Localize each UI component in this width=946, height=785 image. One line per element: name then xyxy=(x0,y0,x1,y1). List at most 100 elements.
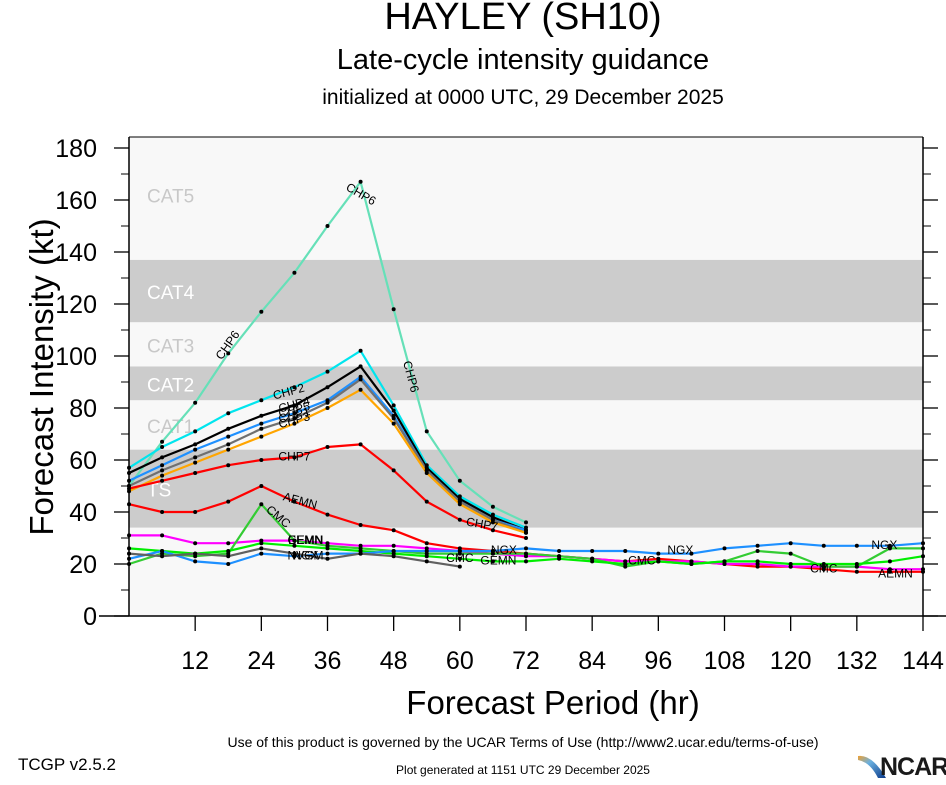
band-label-cat4: CAT4 xyxy=(147,283,195,304)
data-point-chp7 xyxy=(160,478,165,483)
x-tick-label: 132 xyxy=(836,647,878,675)
data-point-gemn xyxy=(457,556,462,561)
data-point-chp3 xyxy=(325,406,330,410)
data-point-aemn xyxy=(391,528,396,533)
chart-subtitle: Late-cycle intensity guidance xyxy=(336,44,710,76)
band-label-cat5: CAT5 xyxy=(147,187,194,208)
data-point-chp6 xyxy=(292,270,297,275)
data-point-gemn xyxy=(821,562,826,566)
data-point-chp3 xyxy=(193,460,198,465)
band-cat5 xyxy=(129,137,923,260)
band-ts xyxy=(129,449,923,528)
y-tick-label: 0 xyxy=(83,603,97,631)
series-label-eemn: EEMN xyxy=(288,533,323,547)
data-point-aemn xyxy=(226,499,231,504)
data-point-chp1 xyxy=(292,416,297,421)
data-point-chp7 xyxy=(259,458,264,462)
data-point-chp5 xyxy=(226,434,231,439)
data-point-chp1 xyxy=(259,426,264,431)
data-point-chp7 xyxy=(226,463,231,468)
x-tick-label: 84 xyxy=(578,647,606,675)
data-point-chp6 xyxy=(391,307,396,312)
data-point-gemn xyxy=(292,543,297,548)
data-point-nvgm xyxy=(259,546,264,551)
data-point-gemn xyxy=(887,559,892,564)
data-point-chp1 xyxy=(226,442,231,447)
y-tick-label: 160 xyxy=(55,187,97,215)
axes: 0 20 40 60 80 100 120 140 160 180 12 24 36 48 60 72 84 96… xyxy=(55,135,946,675)
y-tick-label: 180 xyxy=(55,135,97,163)
data-point-chp7 xyxy=(524,536,528,540)
data-point-chp3 xyxy=(424,471,429,475)
chart-init-time: initialized at 0000 UTC, 29 December 202… xyxy=(322,86,724,109)
data-point-gemn xyxy=(490,559,495,564)
series-label-ngx: NGX xyxy=(667,543,693,557)
y-axis-label: Forecast Intensity (kt) xyxy=(23,218,60,536)
data-point-aemn xyxy=(292,499,297,504)
x-tick-label: 108 xyxy=(704,647,746,675)
data-point-chp4 xyxy=(160,455,165,460)
data-point-gemn xyxy=(226,549,231,553)
band-label-cat1: CAT1 xyxy=(147,417,194,438)
data-point-gemn xyxy=(623,562,628,566)
data-point-gemn xyxy=(689,562,694,566)
data-point-chp6 xyxy=(193,400,198,405)
data-point-gemn xyxy=(424,554,429,559)
data-point-ngx xyxy=(854,543,859,548)
x-tick-label: 96 xyxy=(644,647,672,675)
data-point-gemn xyxy=(259,541,264,546)
band-cat3 xyxy=(129,322,923,367)
band-label-ts: TS xyxy=(147,481,171,502)
data-point-chp2 xyxy=(193,429,198,434)
x-tick-label: 72 xyxy=(512,647,540,675)
series-label-nvgm: NVGM xyxy=(287,548,323,562)
data-point-aemn xyxy=(325,512,330,517)
data-point-aemn xyxy=(854,569,859,574)
version-label: TCGP v2.5.2 xyxy=(18,755,116,774)
data-point-gemn xyxy=(788,562,793,566)
y-tick-label: 140 xyxy=(55,239,97,267)
data-point-nvgm xyxy=(325,556,330,561)
data-point-chp6 xyxy=(160,439,165,444)
data-point-chp3 xyxy=(457,502,462,507)
data-point-chp1 xyxy=(193,455,198,460)
data-point-chp7 xyxy=(325,445,330,449)
data-point-ngx xyxy=(557,549,562,553)
data-point-cmc xyxy=(259,502,264,507)
data-point-ngx xyxy=(788,541,793,546)
data-point-chp2 xyxy=(391,403,396,408)
data-point-ngx xyxy=(391,549,396,553)
data-point-chp3 xyxy=(292,421,297,426)
data-point-chp2 xyxy=(160,445,165,449)
data-point-chp4 xyxy=(193,442,198,447)
data-point-eemn xyxy=(391,543,396,548)
data-point-chp5 xyxy=(292,411,297,416)
data-point-ngx xyxy=(226,562,231,566)
data-point-gemn xyxy=(557,556,562,561)
data-point-cmc xyxy=(788,551,793,556)
data-point-chp6 xyxy=(259,309,264,314)
data-point-ngx xyxy=(524,546,528,551)
data-point-chp3 xyxy=(524,530,528,535)
data-point-chp1 xyxy=(160,468,165,473)
y-tick-label: 20 xyxy=(69,551,97,579)
data-point-cmc xyxy=(292,538,297,543)
ncar-logo-text: NCAR xyxy=(880,753,946,781)
data-point-chp3 xyxy=(358,387,363,392)
x-tick-label: 24 xyxy=(247,647,275,675)
data-point-ngx xyxy=(259,551,264,556)
data-point-cmc xyxy=(524,551,528,556)
plot-generated-text: Plot generated at 1151 UTC 29 December 2… xyxy=(396,763,650,777)
data-point-chp7 xyxy=(391,468,396,473)
x-tick-label: 144 xyxy=(902,647,944,675)
data-point-chp4 xyxy=(358,364,363,369)
data-point-chp3 xyxy=(391,421,396,426)
data-point-chp1 xyxy=(325,400,330,405)
data-point-chp5 xyxy=(160,463,165,468)
data-point-chp4 xyxy=(259,413,264,418)
data-point-chp1 xyxy=(358,377,363,382)
data-point-gemn xyxy=(722,559,727,564)
data-point-aemn xyxy=(358,523,363,527)
data-point-chp6 xyxy=(226,351,231,356)
